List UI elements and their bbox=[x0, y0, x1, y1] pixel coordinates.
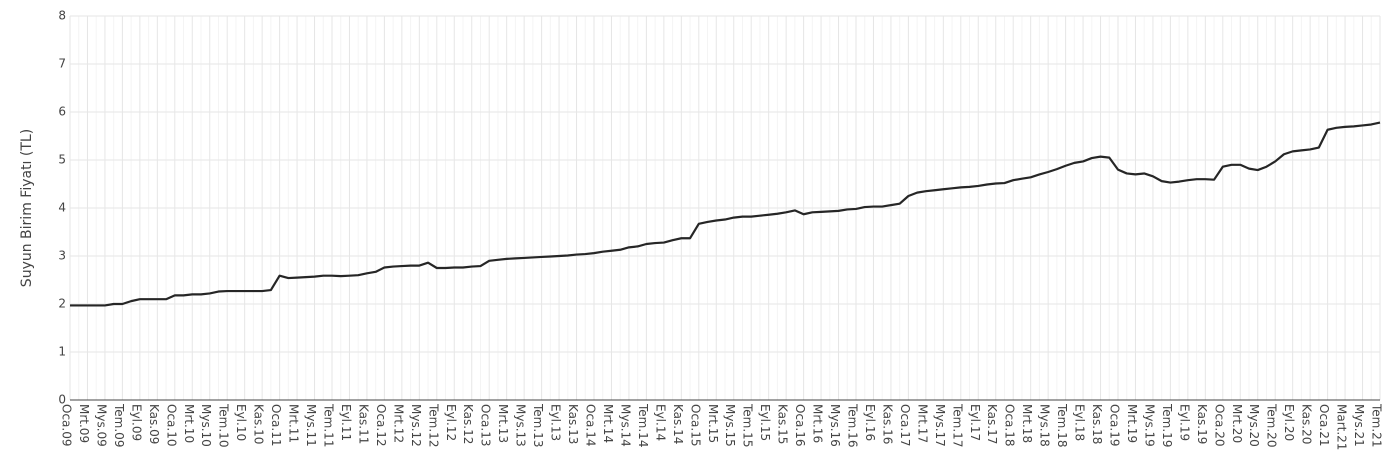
x-tick-label: Kas.18 bbox=[1090, 404, 1104, 444]
x-tick-label: Oca.18 bbox=[1003, 404, 1017, 446]
x-tick-label: Tem.12 bbox=[426, 403, 440, 447]
x-tick-label: Tem.14 bbox=[636, 403, 650, 447]
y-tick-label: 5 bbox=[58, 153, 66, 167]
y-tick-label: 0 bbox=[58, 393, 66, 407]
x-tick-label: Eyl.17 bbox=[968, 404, 982, 441]
y-tick-label: 6 bbox=[58, 105, 66, 119]
x-tick-label: Eyl.18 bbox=[1073, 404, 1087, 441]
x-tick-label: Mys.09 bbox=[94, 404, 108, 447]
x-tick-label: Mys.12 bbox=[409, 404, 423, 447]
x-tick-label: Mart.21 bbox=[1335, 404, 1349, 450]
x-tick-label: Mys.20 bbox=[1247, 404, 1261, 447]
x-tick-label: Mrt.12 bbox=[391, 404, 405, 443]
x-tick-label: Eyl.13 bbox=[549, 404, 563, 441]
x-tick-label: Kas.10 bbox=[252, 404, 266, 444]
x-tick-label: Mrt.10 bbox=[182, 404, 196, 443]
x-tick-label: Kas.11 bbox=[356, 404, 370, 444]
x-tick-label: Mys.17 bbox=[933, 404, 947, 447]
x-tick-label: Eyl.11 bbox=[339, 404, 353, 441]
x-tick-label: Mrt.13 bbox=[496, 404, 510, 443]
x-tick-label: Tem.09 bbox=[112, 403, 126, 447]
x-tick-label: Tem.16 bbox=[846, 403, 860, 447]
x-tick-label: Tem.20 bbox=[1265, 403, 1279, 447]
x-tick-label: Mys.14 bbox=[618, 404, 632, 447]
x-tick-label: Eyl.09 bbox=[129, 404, 143, 441]
x-tick-label: Eyl.16 bbox=[863, 404, 877, 441]
x-tick-label: Mrt.15 bbox=[706, 404, 720, 443]
x-tick-label: Oca.13 bbox=[479, 404, 493, 446]
y-tick-label: 4 bbox=[58, 201, 66, 215]
x-tick-label: Mrt.17 bbox=[915, 404, 929, 443]
x-tick-label: Tem.10 bbox=[217, 403, 231, 447]
x-tick-label: Oca.20 bbox=[1212, 404, 1226, 446]
x-tick-label: Oca.09 bbox=[60, 404, 74, 446]
x-tick-label: Tem.15 bbox=[741, 403, 755, 447]
x-tick-label: Kas.16 bbox=[880, 404, 894, 444]
x-tick-label: Eyl.10 bbox=[234, 404, 248, 441]
x-tick-label: Mys.21 bbox=[1352, 404, 1366, 447]
x-tick-label: Kas.19 bbox=[1195, 404, 1209, 444]
x-tick-label: Mys.19 bbox=[1142, 404, 1156, 447]
x-tick-label: Tem.11 bbox=[322, 403, 336, 447]
x-tick-label: Oca.21 bbox=[1317, 404, 1331, 446]
x-tick-label: Mrt.18 bbox=[1020, 404, 1034, 443]
x-tick-label: Kas.09 bbox=[147, 404, 161, 444]
x-tick-label: Oca.15 bbox=[688, 404, 702, 446]
x-tick-label: Mrt.16 bbox=[811, 404, 825, 443]
y-tick-label: 3 bbox=[58, 249, 66, 263]
x-tick-label: Oca.19 bbox=[1108, 404, 1122, 446]
data-line bbox=[70, 121, 1381, 307]
x-tick-label: Eyl.19 bbox=[1177, 404, 1191, 441]
y-tick-label: 7 bbox=[58, 57, 66, 71]
y-tick-label: 1 bbox=[58, 345, 66, 359]
x-tick-label: Oca.10 bbox=[164, 404, 178, 446]
x-tick-label: Tem.18 bbox=[1055, 403, 1069, 447]
x-tick-label: Tem.21 bbox=[1370, 403, 1384, 447]
x-tick-label: Kas.17 bbox=[985, 404, 999, 444]
x-tick-label: Kas.13 bbox=[566, 404, 580, 444]
x-tick-label: Mys.11 bbox=[304, 404, 318, 447]
x-tick-label: Eyl.12 bbox=[444, 404, 458, 441]
x-tick-label: Eyl.15 bbox=[758, 404, 772, 441]
x-tick-label: Oca.16 bbox=[793, 404, 807, 446]
x-tick-label: Mys.15 bbox=[723, 404, 737, 447]
x-tick-label: Oca.11 bbox=[269, 404, 283, 446]
x-tick-label: Tem.19 bbox=[1160, 403, 1174, 447]
y-axis-title: Suyun Birim Fiyatı (TL) bbox=[19, 129, 35, 287]
y-tick-label: 8 bbox=[58, 9, 66, 23]
x-tick-label: Mys.18 bbox=[1038, 404, 1052, 447]
x-tick-label: Mrt.20 bbox=[1230, 404, 1244, 443]
x-tick-label: Kas.20 bbox=[1300, 404, 1314, 444]
x-tick-label: Tem.17 bbox=[950, 403, 964, 447]
x-tick-label: Mrt.14 bbox=[601, 404, 615, 443]
x-tick-label: Mys.16 bbox=[828, 404, 842, 447]
x-tick-label: Kas.15 bbox=[776, 404, 790, 444]
x-tick-label: Mrt.11 bbox=[287, 404, 301, 443]
x-tick-label: Oca.14 bbox=[584, 404, 598, 446]
x-tick-label: Mys.10 bbox=[199, 404, 213, 447]
x-tick-label: Mrt.19 bbox=[1125, 404, 1139, 443]
y-tick-label: 2 bbox=[58, 297, 66, 311]
x-tick-label: Tem.13 bbox=[531, 403, 545, 447]
x-tick-label: Mys.13 bbox=[514, 404, 528, 447]
x-tick-label: Eyl.14 bbox=[653, 404, 667, 441]
x-tick-label: Oca.17 bbox=[898, 404, 912, 446]
x-tick-label: Eyl.20 bbox=[1282, 404, 1296, 441]
x-tick-label: Oca.12 bbox=[374, 404, 388, 446]
x-tick-label: Kas.12 bbox=[461, 404, 475, 444]
x-tick-label: Mrt.09 bbox=[77, 404, 91, 443]
x-tick-label: Kas.14 bbox=[671, 404, 685, 444]
